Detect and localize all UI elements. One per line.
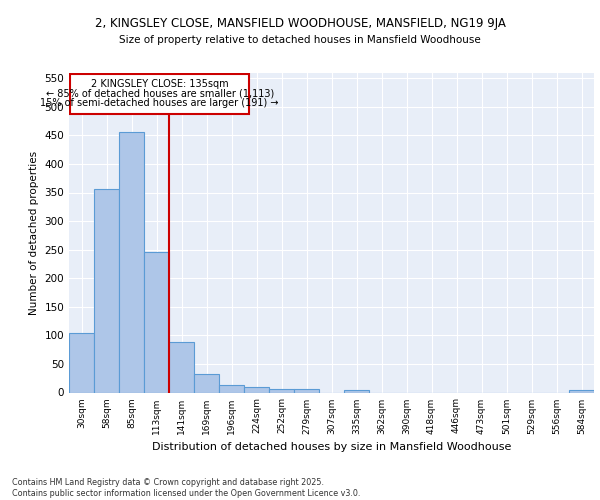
Bar [294, 389, 319, 392]
Text: 15% of semi-detached houses are larger (191) →: 15% of semi-detached houses are larger (… [40, 98, 279, 108]
Bar [244, 388, 269, 392]
Text: Size of property relative to detached houses in Mansfield Woodhouse: Size of property relative to detached ho… [119, 35, 481, 45]
Y-axis label: Number of detached properties: Number of detached properties [29, 150, 39, 314]
Bar [219, 385, 244, 392]
X-axis label: Distribution of detached houses by size in Mansfield Woodhouse: Distribution of detached houses by size … [152, 442, 511, 452]
Bar [269, 389, 294, 392]
Bar [119, 132, 144, 392]
Text: 2 KINGSLEY CLOSE: 135sqm: 2 KINGSLEY CLOSE: 135sqm [91, 80, 229, 90]
Text: ← 85% of detached houses are smaller (1,113): ← 85% of detached houses are smaller (1,… [46, 88, 274, 99]
Bar [69, 333, 94, 392]
Text: 2, KINGSLEY CLOSE, MANSFIELD WOODHOUSE, MANSFIELD, NG19 9JA: 2, KINGSLEY CLOSE, MANSFIELD WOODHOUSE, … [95, 18, 505, 30]
Text: Contains HM Land Registry data © Crown copyright and database right 2025.
Contai: Contains HM Land Registry data © Crown c… [12, 478, 361, 498]
FancyBboxPatch shape [70, 74, 249, 114]
Bar [144, 252, 169, 392]
Bar [569, 390, 594, 392]
Bar [194, 374, 219, 392]
Bar [344, 390, 369, 392]
Bar [169, 342, 194, 392]
Bar [94, 188, 119, 392]
